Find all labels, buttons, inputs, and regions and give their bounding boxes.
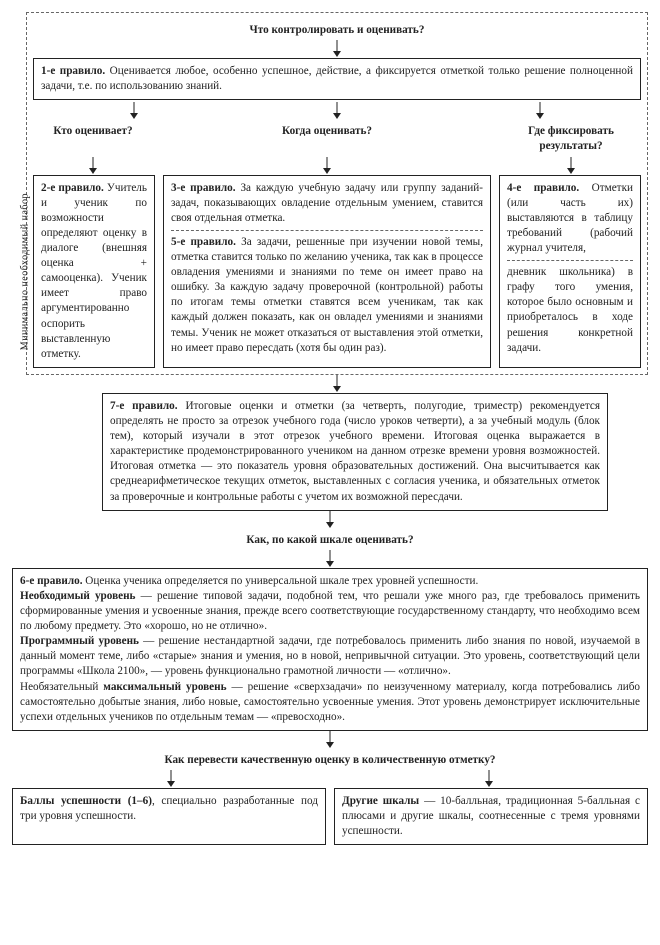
arrow-icon [26, 375, 648, 393]
points-box: Баллы успешности (1–6), специально разра… [12, 788, 326, 845]
rules-2-3-4-5-row: 2-е правило. Учитель и ученик по возможн… [33, 175, 641, 368]
arrow-icon [33, 157, 153, 175]
rule-3-text: 3-е правило. За каждую учебную задачу ил… [171, 181, 483, 226]
arrow-row-2 [12, 770, 648, 788]
arrow-icon [12, 731, 648, 749]
arrow-icon [12, 550, 648, 568]
rule-6-level3: Необязательный максимальный уровень — ре… [20, 680, 640, 725]
scales-box: Другие шкалы — 10-балльная, традиционная… [334, 788, 648, 845]
arrow-icon [12, 770, 330, 788]
rule-5-text: 5-е правило. За задачи, решенные при изу… [171, 230, 483, 356]
rule-2-text: 2-е правило. Учитель и ученик по возможн… [41, 181, 147, 362]
heading-convert: Как перевести качественную оценку в коли… [12, 753, 648, 768]
minimal-set-frame: Минимально необходимый набор Что контрол… [26, 12, 648, 375]
heading-who: Кто оценивает? [33, 124, 153, 154]
rule-6-intro: 6-е правило. Оценка ученика определяется… [20, 574, 640, 589]
rule-4-text-a: 4-е правило. Отметки (или часть их) выст… [507, 181, 633, 262]
rule-4-box: 4-е правило. Отметки (или часть их) выст… [499, 175, 641, 368]
arrow-row-3b [33, 157, 641, 175]
rule-3-5-box: 3-е правило. За каждую учебную задачу ил… [163, 175, 491, 368]
rule-1-box: 1-е правило. Оценивается любое, особенно… [33, 58, 641, 100]
heading-where: Где фиксировать результаты? [501, 124, 641, 154]
heading-scale: Как, по какой шкале оценивать? [12, 533, 648, 548]
rule-4-text-b: дневник школьника) в графу того умения, … [507, 265, 633, 356]
arrow-icon [330, 770, 648, 788]
arrow-icon [12, 511, 648, 529]
rule-1-text: 1-е правило. Оценивается любое, особенно… [41, 65, 633, 92]
scales-text: Другие шкалы — 10-балльная, традиционная… [342, 795, 640, 837]
heading-top: Что контролировать и оценивать? [33, 23, 641, 38]
points-text: Баллы успешности (1–6), специально разра… [20, 795, 318, 822]
arrow-icon [236, 102, 439, 120]
arrow-row-3 [33, 102, 641, 120]
arrow-icon [438, 102, 641, 120]
rule-6-level1: Необходимый уровень — решение типовой за… [20, 589, 640, 634]
arrow-icon [501, 157, 641, 175]
arrow-icon [153, 157, 501, 175]
side-label: Минимально необходимый набор [18, 193, 32, 350]
rule-2-box: 2-е правило. Учитель и ученик по возможн… [33, 175, 155, 368]
rule-6-box: 6-е правило. Оценка ученика определяется… [12, 568, 648, 731]
rule-7-text: 7-е правило. Итоговые оценки и отметки (… [110, 400, 600, 503]
arrow-icon [33, 40, 641, 58]
rule-6-level2: Программный уровень — решение нестандарт… [20, 634, 640, 679]
rule-7-box: 7-е правило. Итоговые оценки и отметки (… [102, 393, 608, 511]
arrow-icon [33, 102, 236, 120]
bottom-row: Баллы успешности (1–6), специально разра… [12, 788, 648, 845]
headings-row: Кто оценивает? Когда оценивать? Где фикс… [33, 120, 641, 156]
heading-when: Когда оценивать? [161, 124, 493, 154]
